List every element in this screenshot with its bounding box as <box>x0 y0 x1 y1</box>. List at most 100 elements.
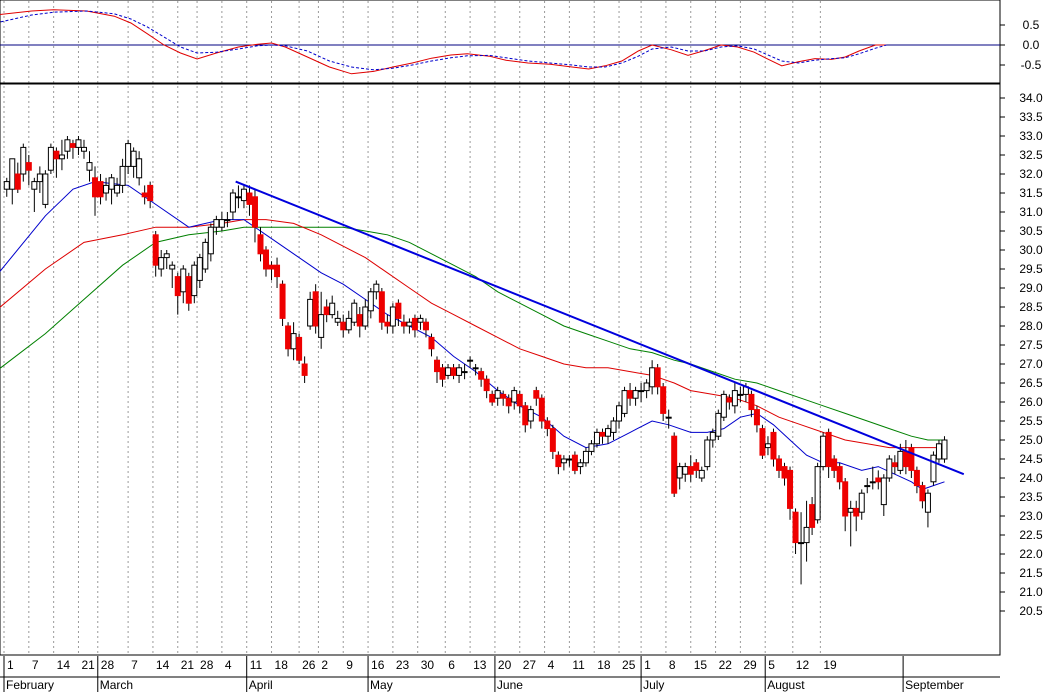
trendline <box>235 180 965 476</box>
candle-body <box>787 469 794 509</box>
x-tick-label: 16 <box>371 658 385 672</box>
candle-body <box>119 165 126 186</box>
x-tick-label: 18 <box>597 658 611 672</box>
candle-body <box>726 397 733 403</box>
candle-body <box>775 458 782 471</box>
candle-body <box>114 184 121 194</box>
price-y-tick-label: 22.0 <box>1019 547 1043 561</box>
candle-body <box>147 184 154 202</box>
candle-body <box>886 458 893 479</box>
oscillator-panel <box>0 9 1000 75</box>
price-y-tick-label: 34.0 <box>1019 91 1043 105</box>
candle-body <box>588 443 595 452</box>
candle-body <box>274 264 281 278</box>
oscillator-y-tick-label: 0.0 <box>1023 38 1040 52</box>
candle-body <box>858 492 865 513</box>
candle-body <box>130 150 137 167</box>
candle-body <box>240 188 247 202</box>
candle-body <box>792 511 799 544</box>
candle-body <box>930 454 937 483</box>
candle-body <box>180 268 187 293</box>
candle-body <box>638 390 645 393</box>
candle-body <box>301 363 308 376</box>
x-tick-label: 1 <box>7 658 14 672</box>
candle-body <box>825 431 832 468</box>
candle-body <box>621 390 628 414</box>
candle-body <box>257 234 264 255</box>
candle-body <box>494 390 501 399</box>
x-tick-label: 22 <box>719 658 733 672</box>
candle-body <box>864 485 871 488</box>
candle-body <box>809 504 816 528</box>
candle-body <box>185 276 192 304</box>
oscillator-line <box>0 9 887 75</box>
candle-body <box>169 264 176 270</box>
x-tick-label: 1 <box>644 658 651 672</box>
candle-body <box>174 276 181 297</box>
candle-body <box>406 321 413 327</box>
price-y-tick-label: 32.5 <box>1019 148 1043 162</box>
x-axis: 1 7 14 21 28 7 14 21 28 4 11 18 26 2 9 16 23 30 6 13 20 27 4 11… <box>3 656 964 692</box>
price-y-axis: 34.0 33.5 33.0 32.5 32.0 31.5 31.0 30.5 30.0 29.5… <box>1000 91 1043 618</box>
candle-body <box>902 450 909 468</box>
candle-body <box>14 173 21 190</box>
candle-body <box>820 435 827 468</box>
candle-body <box>163 253 170 259</box>
oscillator-panel-frame <box>0 0 1001 84</box>
candle-body <box>218 219 225 228</box>
candle-body <box>737 393 744 396</box>
candle-body <box>500 393 507 399</box>
price-y-tick-label: 27.0 <box>1019 357 1043 371</box>
price-y-tick-label: 30.0 <box>1019 243 1043 257</box>
candle-body <box>489 393 496 403</box>
candle-body <box>296 336 303 361</box>
candle-body <box>47 146 54 171</box>
candle-body <box>748 393 755 411</box>
price-y-tick-label: 29.5 <box>1019 262 1043 276</box>
x-tick-label: 5 <box>768 658 775 672</box>
candle-body <box>467 359 474 362</box>
price-y-tick-label: 26.5 <box>1019 376 1043 390</box>
x-tick-label: 11 <box>572 658 585 672</box>
price-y-tick-label: 25.0 <box>1019 433 1043 447</box>
candle-body <box>660 386 667 414</box>
candle-body <box>516 393 523 407</box>
candle-body <box>428 336 435 350</box>
price-y-tick-label: 23.0 <box>1019 509 1043 523</box>
candle-body <box>351 302 358 323</box>
candle-body <box>456 367 463 376</box>
candle-body <box>616 405 623 422</box>
moving-average-100 <box>0 226 945 441</box>
x-tick-label: 23 <box>396 658 410 672</box>
price-y-tick-label: 29.0 <box>1019 281 1043 295</box>
candle-body <box>798 542 805 545</box>
candle-body <box>698 469 705 479</box>
x-tick-label: 13 <box>473 658 487 672</box>
candle-body <box>869 481 876 484</box>
candle-body <box>251 196 258 228</box>
candle-body <box>593 431 600 445</box>
candle-body <box>103 184 110 194</box>
month-label: March <box>100 678 133 692</box>
candle-body <box>207 226 214 255</box>
candle-body <box>654 367 661 388</box>
month-label: May <box>370 678 393 692</box>
candle-body <box>566 458 573 461</box>
candle-body <box>246 192 253 205</box>
vertical-grid <box>3 1 821 655</box>
candle-body <box>312 291 319 327</box>
candle-body <box>69 143 76 148</box>
x-tick-label: 15 <box>694 658 708 672</box>
candle-body <box>483 378 490 392</box>
candle-body <box>307 298 314 327</box>
candle-body <box>213 219 220 228</box>
candle-body <box>522 405 529 426</box>
price-y-tick-label: 30.5 <box>1019 224 1043 238</box>
x-tick-label: 30 <box>421 658 435 672</box>
candle-body <box>263 249 270 270</box>
candle-body <box>367 291 374 312</box>
candle-body <box>704 439 711 468</box>
candle-body <box>362 306 369 327</box>
candle-body <box>676 466 683 479</box>
oscillator-y-tick-label: -0.5 <box>1021 58 1042 72</box>
